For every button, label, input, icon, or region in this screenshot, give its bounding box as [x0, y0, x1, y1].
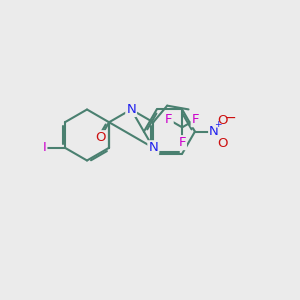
Text: F: F: [178, 136, 186, 149]
Text: O: O: [95, 131, 105, 144]
Text: N: N: [126, 103, 136, 116]
Text: +: +: [214, 121, 222, 130]
Text: N: N: [209, 125, 219, 138]
Text: N: N: [148, 141, 158, 154]
Text: O: O: [217, 114, 227, 127]
Text: F: F: [192, 113, 199, 126]
Text: I: I: [43, 141, 46, 154]
Text: F: F: [165, 113, 173, 126]
Text: O: O: [217, 136, 227, 150]
Text: −: −: [225, 111, 236, 125]
